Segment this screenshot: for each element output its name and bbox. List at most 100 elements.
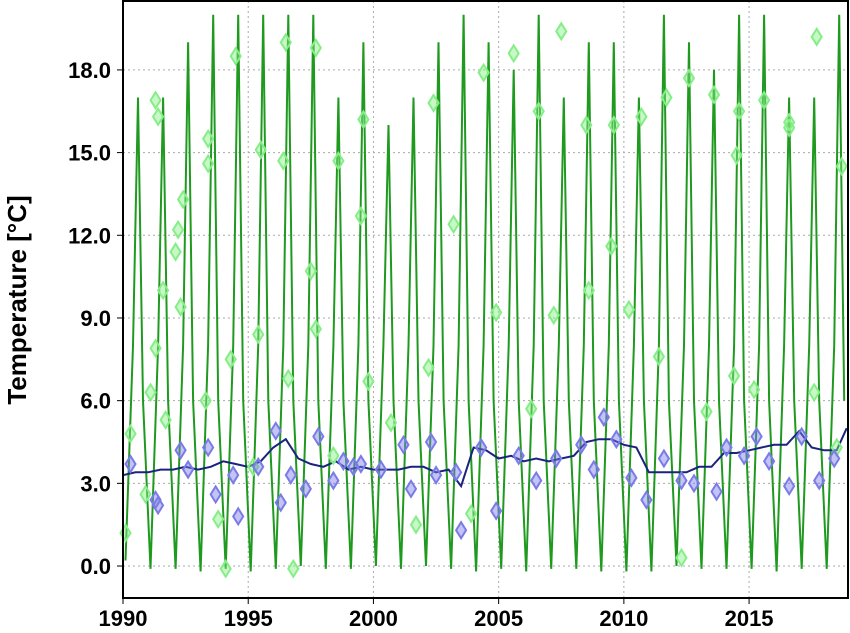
y-tick-label: 12.0	[68, 223, 111, 248]
data-point	[447, 214, 460, 235]
data-point	[354, 454, 368, 474]
data-point	[622, 299, 636, 320]
data-point	[795, 426, 808, 447]
data-point	[284, 465, 297, 485]
data-point	[429, 465, 443, 485]
data-point	[610, 429, 623, 450]
data-point	[835, 156, 848, 177]
data-point	[727, 365, 741, 386]
y-tick-label: 6.0	[80, 389, 111, 414]
data-point	[652, 346, 666, 367]
data-point	[808, 382, 821, 403]
data-point	[532, 101, 545, 122]
data-point	[169, 241, 182, 262]
data-point	[700, 401, 713, 422]
data-point	[587, 459, 600, 480]
data-point	[124, 454, 137, 474]
data-point	[737, 445, 751, 466]
data-point	[274, 492, 287, 513]
data-point	[232, 506, 245, 527]
data-point	[422, 357, 435, 378]
data-point	[675, 470, 688, 491]
data-point	[209, 484, 222, 505]
y-tick-label: 3.0	[80, 471, 111, 496]
y-tick-label: 18.0	[68, 58, 111, 83]
data-point	[489, 501, 503, 521]
data-point	[254, 139, 267, 160]
data-point	[530, 470, 543, 491]
data-point	[710, 481, 723, 502]
data-point	[252, 324, 265, 345]
data-point	[813, 470, 826, 491]
data-point	[660, 87, 673, 108]
data-point	[139, 484, 152, 505]
x-tick-label: 1995	[224, 606, 273, 631]
data-point	[687, 473, 701, 494]
data-point	[580, 115, 593, 135]
data-point	[640, 489, 653, 510]
data-point	[309, 37, 323, 58]
x-tick-label: 1990	[99, 606, 148, 631]
data-point	[211, 509, 225, 530]
data-point	[327, 470, 340, 491]
data-point	[657, 448, 671, 469]
data-point	[171, 219, 185, 240]
data-point	[304, 261, 318, 281]
data-point	[362, 371, 375, 392]
data-point	[474, 437, 488, 458]
data-point	[151, 495, 165, 516]
data-point	[828, 448, 841, 469]
data-point	[277, 150, 290, 171]
data-point	[174, 440, 187, 461]
data-point	[507, 43, 520, 64]
data-point	[159, 410, 172, 430]
data-point	[550, 448, 563, 469]
data-point	[199, 390, 212, 411]
data-point	[810, 26, 823, 47]
data-point	[750, 426, 763, 447]
data-point	[312, 426, 325, 447]
data-point	[201, 128, 215, 149]
data-point	[357, 109, 370, 130]
y-tick-label: 15.0	[68, 141, 111, 166]
data-point	[597, 407, 611, 428]
plot-frame	[122, 0, 849, 599]
data-point	[675, 547, 688, 568]
data-point	[282, 368, 295, 389]
data-point	[174, 297, 187, 317]
data-point	[201, 437, 215, 458]
data-point	[279, 32, 292, 53]
data-point	[707, 84, 721, 105]
data-point	[607, 115, 621, 135]
data-point	[337, 451, 350, 472]
data-point	[512, 445, 525, 466]
x-tick-label: 2010	[599, 606, 648, 631]
data-point	[732, 101, 746, 122]
data-point	[489, 302, 503, 323]
data-point	[124, 423, 137, 444]
data-point	[424, 432, 438, 452]
data-point	[635, 106, 648, 127]
data-point	[782, 117, 796, 138]
data-point	[720, 437, 733, 458]
data-point	[149, 338, 162, 359]
data-point	[332, 150, 345, 171]
data-point	[287, 558, 300, 579]
data-line	[124, 14, 846, 572]
data-point	[477, 62, 490, 83]
data-point	[176, 189, 190, 210]
x-tick-label: 2000	[349, 606, 398, 631]
data-point	[782, 112, 796, 133]
data-point	[374, 459, 388, 480]
data-point	[525, 399, 538, 419]
data-point	[682, 68, 696, 89]
y-tick-label: 9.0	[80, 306, 111, 331]
data-point	[229, 46, 242, 67]
data-point	[309, 319, 323, 339]
data-point	[782, 476, 796, 496]
data-point	[575, 434, 588, 455]
data-point	[454, 520, 468, 541]
y-tick-label: 0.0	[80, 554, 111, 579]
data-point	[269, 421, 282, 441]
